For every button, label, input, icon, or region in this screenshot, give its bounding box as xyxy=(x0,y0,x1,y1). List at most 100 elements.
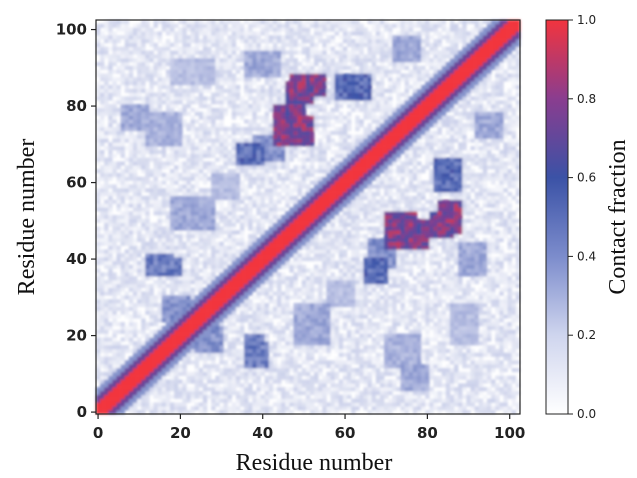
heatmap-cell xyxy=(281,280,286,285)
heatmap-cell xyxy=(132,302,138,308)
heatmap-cell xyxy=(157,375,163,380)
heatmap-cell xyxy=(124,241,130,246)
heatmap-cell xyxy=(120,184,126,189)
heatmap-cell xyxy=(207,264,212,269)
heatmap-cell xyxy=(227,218,233,223)
heatmap-cell xyxy=(268,73,274,78)
heatmap-cell xyxy=(186,161,191,166)
heatmap-cell xyxy=(170,195,175,200)
heatmap-cell xyxy=(248,402,253,407)
heatmap-cell xyxy=(190,107,195,113)
heatmap-cell xyxy=(239,169,245,174)
heatmap-cell xyxy=(170,241,175,246)
heatmap-cell xyxy=(264,58,270,63)
heatmap-cell xyxy=(235,146,241,151)
heatmap-cell xyxy=(194,73,200,78)
heatmap-cell xyxy=(281,65,286,70)
heatmap-cell xyxy=(104,398,109,403)
heatmap-cell xyxy=(145,406,150,411)
heatmap-cell xyxy=(293,100,298,105)
heatmap-cell xyxy=(112,165,117,170)
heatmap-cell xyxy=(128,127,134,132)
heatmap-cell xyxy=(260,50,265,55)
heatmap-cell xyxy=(219,61,224,67)
heatmap-cell xyxy=(223,341,228,346)
heatmap-cell xyxy=(239,111,245,116)
heatmap-cell xyxy=(116,69,121,74)
heatmap-cell xyxy=(132,214,138,220)
heatmap-cell xyxy=(301,276,307,281)
heatmap-cell xyxy=(207,387,212,392)
heatmap-cell xyxy=(108,153,113,158)
heatmap-cell xyxy=(301,207,307,212)
heatmap-cell xyxy=(227,364,233,369)
heatmap-cell xyxy=(264,402,270,407)
heatmap-cell xyxy=(153,268,158,273)
heatmap-cell xyxy=(186,375,191,380)
heatmap-cell xyxy=(318,138,323,143)
heatmap-cell xyxy=(272,127,278,132)
heatmap-cell xyxy=(289,169,294,174)
heatmap-cell xyxy=(252,169,257,174)
heatmap-cell xyxy=(165,310,171,315)
heatmap-cell xyxy=(322,348,327,353)
heatmap-cell xyxy=(145,325,150,331)
heatmap-cell xyxy=(314,92,319,97)
heatmap-cell xyxy=(108,394,113,399)
heatmap-cell xyxy=(293,65,298,70)
heatmap-cell xyxy=(170,65,175,70)
heatmap-cell xyxy=(128,364,134,369)
heatmap-cell xyxy=(108,410,113,415)
heatmap-cell xyxy=(281,39,286,44)
heatmap-cell xyxy=(289,360,294,365)
heatmap-cell xyxy=(248,352,253,357)
heatmap-cell xyxy=(223,371,228,376)
heatmap-cell xyxy=(112,302,117,308)
heatmap-cell xyxy=(202,314,208,319)
heatmap-cell xyxy=(231,81,237,86)
heatmap-cell xyxy=(157,302,163,308)
heatmap-cell xyxy=(153,299,158,304)
heatmap-cell xyxy=(223,280,228,285)
heatmap-cell xyxy=(301,310,307,315)
heatmap-cell xyxy=(128,280,134,285)
heatmap-cell xyxy=(211,345,216,350)
heatmap-cell xyxy=(141,180,146,185)
heatmap-cell xyxy=(174,88,179,93)
heatmap-cell xyxy=(190,77,195,82)
heatmap-cell xyxy=(252,249,257,254)
heatmap-cell xyxy=(153,119,158,124)
heatmap-cell xyxy=(215,46,220,51)
heatmap-cell xyxy=(170,100,175,105)
heatmap-cell xyxy=(239,390,245,396)
heatmap-cell xyxy=(149,260,154,266)
heatmap-cell xyxy=(153,157,158,162)
heatmap-cell xyxy=(227,27,233,32)
heatmap-cell xyxy=(260,46,265,51)
heatmap-cell xyxy=(190,245,195,250)
heatmap-cell xyxy=(132,352,138,357)
heatmap-cell xyxy=(277,314,282,319)
heatmap-cell xyxy=(309,345,315,350)
heatmap-cell xyxy=(239,234,245,239)
heatmap-cell xyxy=(190,27,195,32)
heatmap-cell xyxy=(318,188,323,193)
heatmap-cell xyxy=(227,176,233,181)
heatmap-cell xyxy=(132,360,138,365)
heatmap-cell xyxy=(289,230,294,235)
heatmap-cell xyxy=(194,345,200,350)
heatmap-cell xyxy=(268,387,274,392)
heatmap-cell xyxy=(198,188,204,193)
heatmap-cell xyxy=(268,65,274,70)
heatmap-cell xyxy=(194,333,200,338)
heatmap-cell xyxy=(244,390,249,396)
heatmap-cell xyxy=(161,127,167,132)
heatmap-cell xyxy=(219,81,224,86)
heatmap-cell xyxy=(202,368,208,373)
heatmap-cell xyxy=(215,172,220,178)
heatmap-cell xyxy=(137,348,142,353)
heatmap-cell xyxy=(112,35,117,40)
heatmap-cell xyxy=(301,410,307,415)
heatmap-cell xyxy=(305,237,311,243)
heatmap-cell xyxy=(285,165,290,170)
